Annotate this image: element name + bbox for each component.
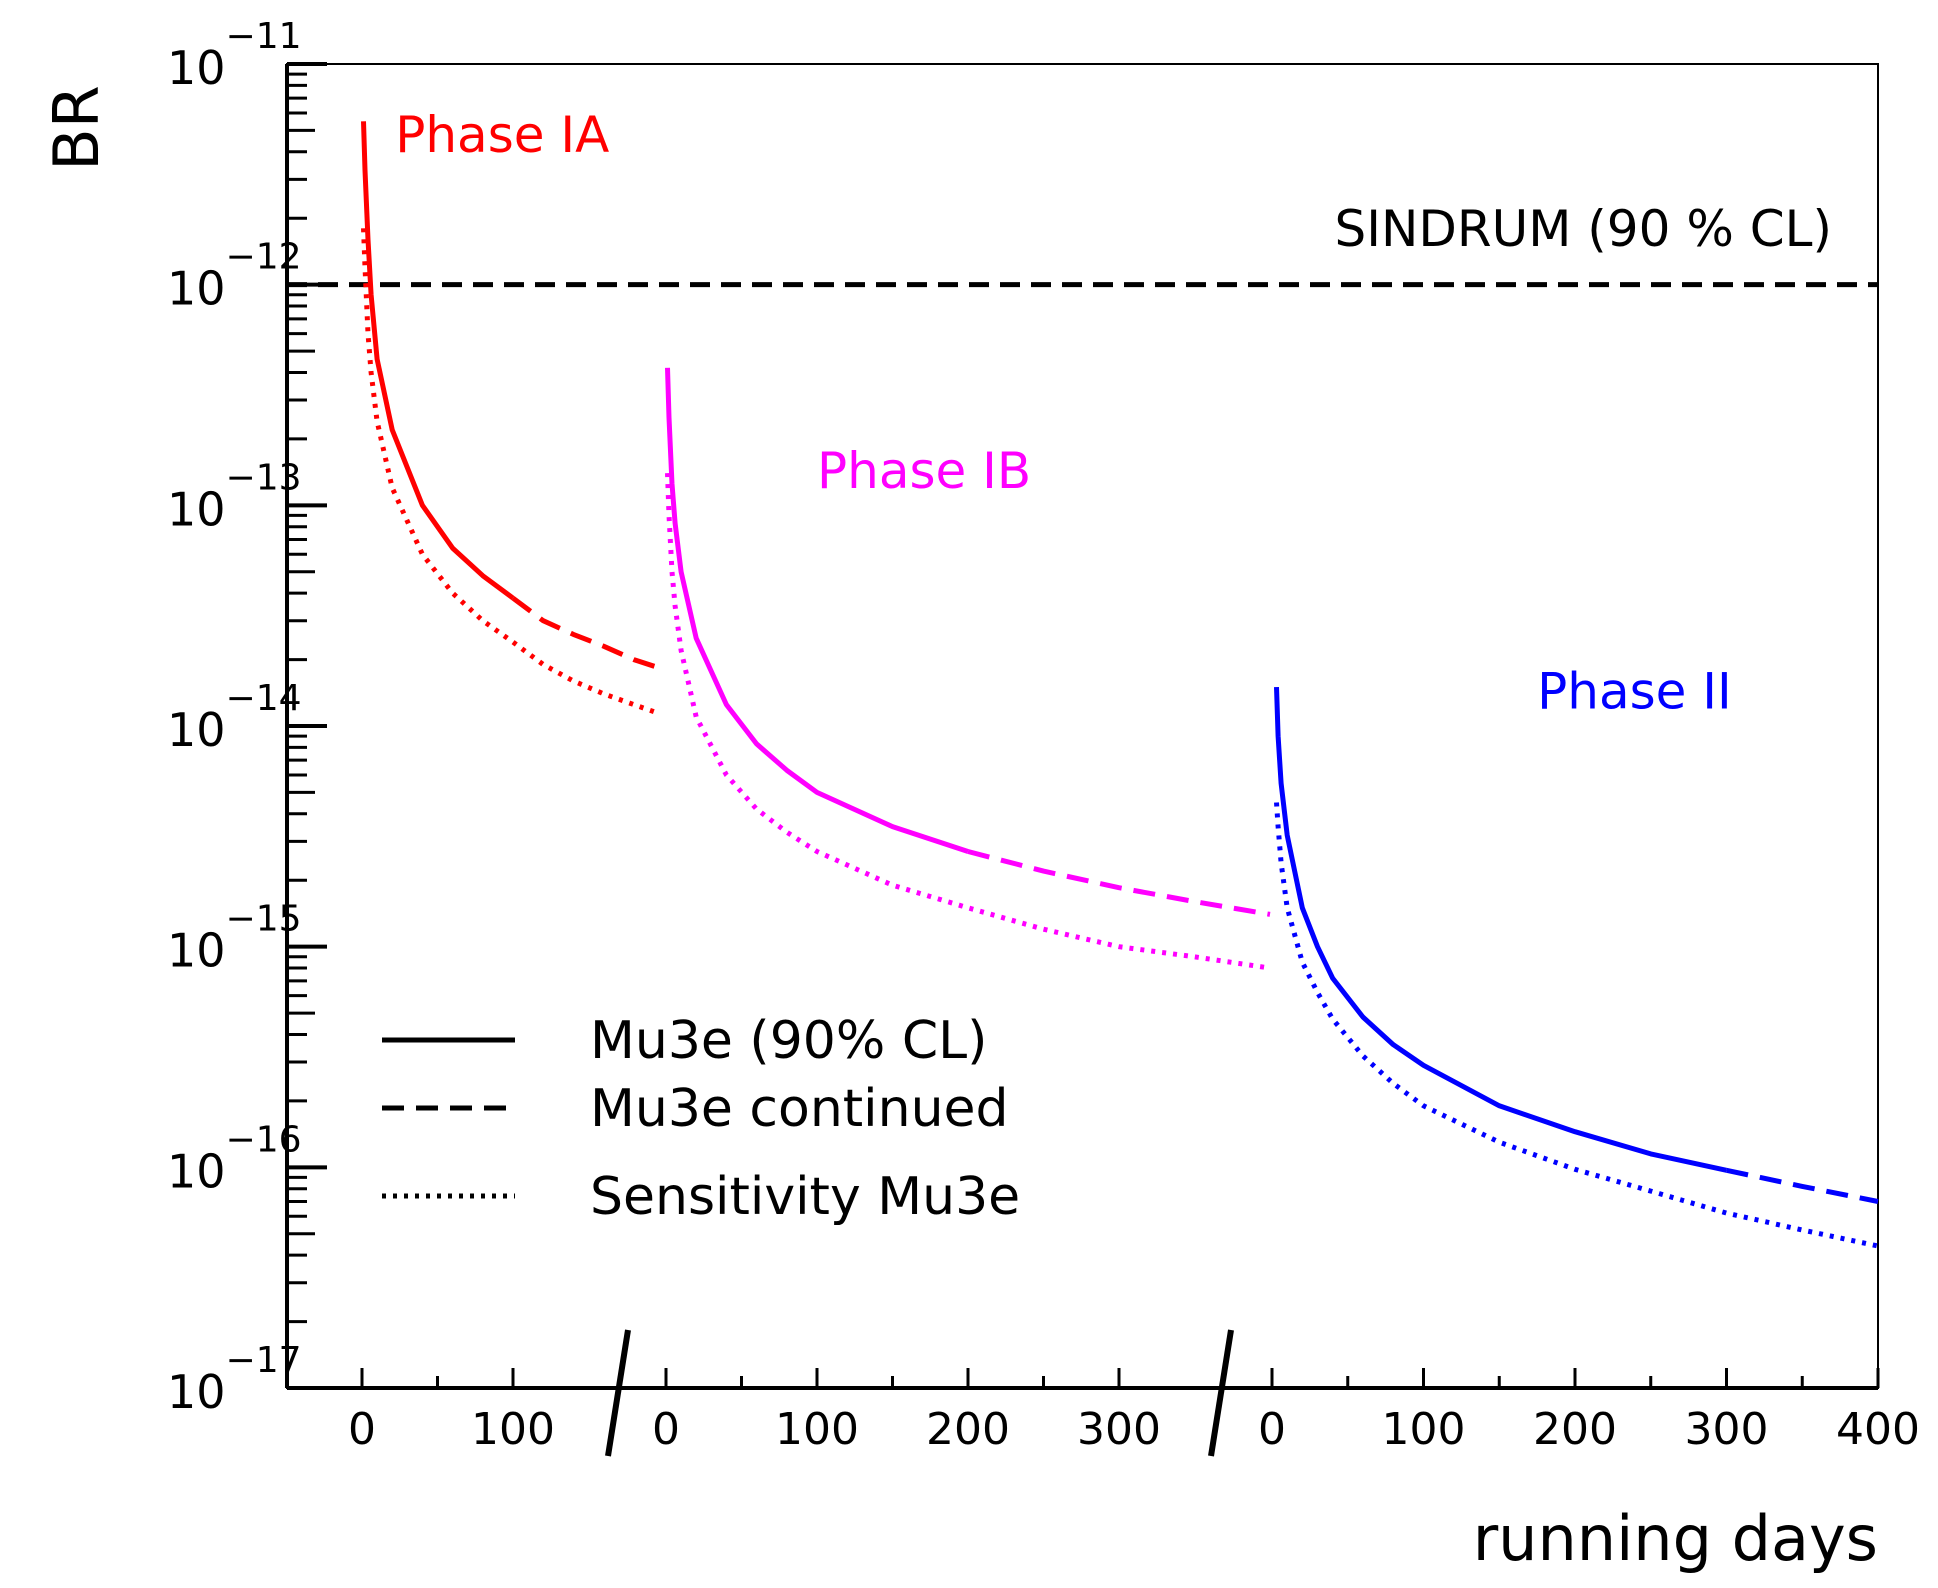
phase-labels-group: Phase IA Phase IB Phase II [395, 106, 1732, 721]
x-axis-label: running days [1473, 1502, 1878, 1575]
y-tick-exponent: −11 [226, 16, 302, 57]
phase-label: Phase IB [817, 442, 1031, 500]
x-tick-label: 100 [775, 1404, 859, 1455]
y-axis-label: BR [40, 85, 113, 171]
y-tick-exponent: −15 [226, 899, 302, 940]
x-tick-label: 0 [1258, 1404, 1286, 1455]
y-tick-label: 10−16 [167, 1119, 302, 1198]
y-tick-label: 10−15 [167, 899, 302, 978]
axis-break-mark [605, 1329, 631, 1457]
x-tick-label: 100 [1382, 1404, 1466, 1455]
x-tick-label: 0 [348, 1404, 376, 1455]
y-tick-base: 10 [167, 262, 226, 316]
reference-line-group: SINDRUM (90 % CL) [287, 200, 1878, 288]
series-line-solid [361, 121, 515, 601]
series-line-solid [665, 367, 969, 854]
series-line-solid [1274, 687, 1728, 1173]
x-tick-label: 100 [471, 1404, 555, 1455]
x-tick-label: 400 [1836, 1404, 1920, 1455]
series-group [361, 121, 1879, 1249]
y-tick-base: 10 [167, 41, 226, 95]
y-tick-label: 10−17 [167, 1340, 302, 1419]
x-tick-label: 200 [1533, 1404, 1617, 1455]
series-line-dashed [1725, 1167, 1879, 1204]
series-line-dashed [967, 849, 1271, 917]
series-line-dashed [511, 596, 658, 670]
x-tick-label: 300 [1077, 1404, 1161, 1455]
y-tick-label: 10−14 [167, 678, 302, 757]
y-tick-label: 10−11 [167, 16, 302, 95]
y-tick-base: 10 [167, 482, 226, 536]
legend-label: Mu3e (90% CL) [590, 1011, 987, 1071]
y-tick-exponent: −16 [226, 1119, 302, 1160]
phase-label: Phase II [1537, 663, 1732, 721]
y-tick-base: 10 [167, 1144, 226, 1198]
x-tick-label: 0 [652, 1404, 680, 1455]
y-tick-exponent: −14 [226, 678, 302, 719]
legend-label: Sensitivity Mu3e [590, 1167, 1020, 1227]
phase-label: Phase IA [395, 106, 609, 164]
series-line-dotted [665, 473, 1271, 971]
legend-label: Mu3e continued [590, 1079, 1009, 1139]
legend: Mu3e (90% CL) Mu3e continued Sensitivity M… [382, 1011, 1020, 1227]
y-tick-exponent: −13 [226, 457, 302, 498]
y-tick-exponent: −17 [226, 1340, 302, 1381]
y-tick-base: 10 [167, 703, 226, 757]
y-tick-label: 10−13 [167, 457, 302, 536]
y-tick-exponent: −12 [226, 237, 302, 278]
y-tick-base: 10 [167, 1365, 226, 1419]
y-tick-label: 10−12 [167, 237, 302, 316]
reference-line-label: SINDRUM (90 % CL) [1335, 200, 1832, 258]
x-tick-label: 300 [1685, 1404, 1769, 1455]
axis-break-mark [1208, 1329, 1234, 1457]
x-tick-label: 200 [926, 1404, 1010, 1455]
y-tick-base: 10 [167, 924, 226, 978]
